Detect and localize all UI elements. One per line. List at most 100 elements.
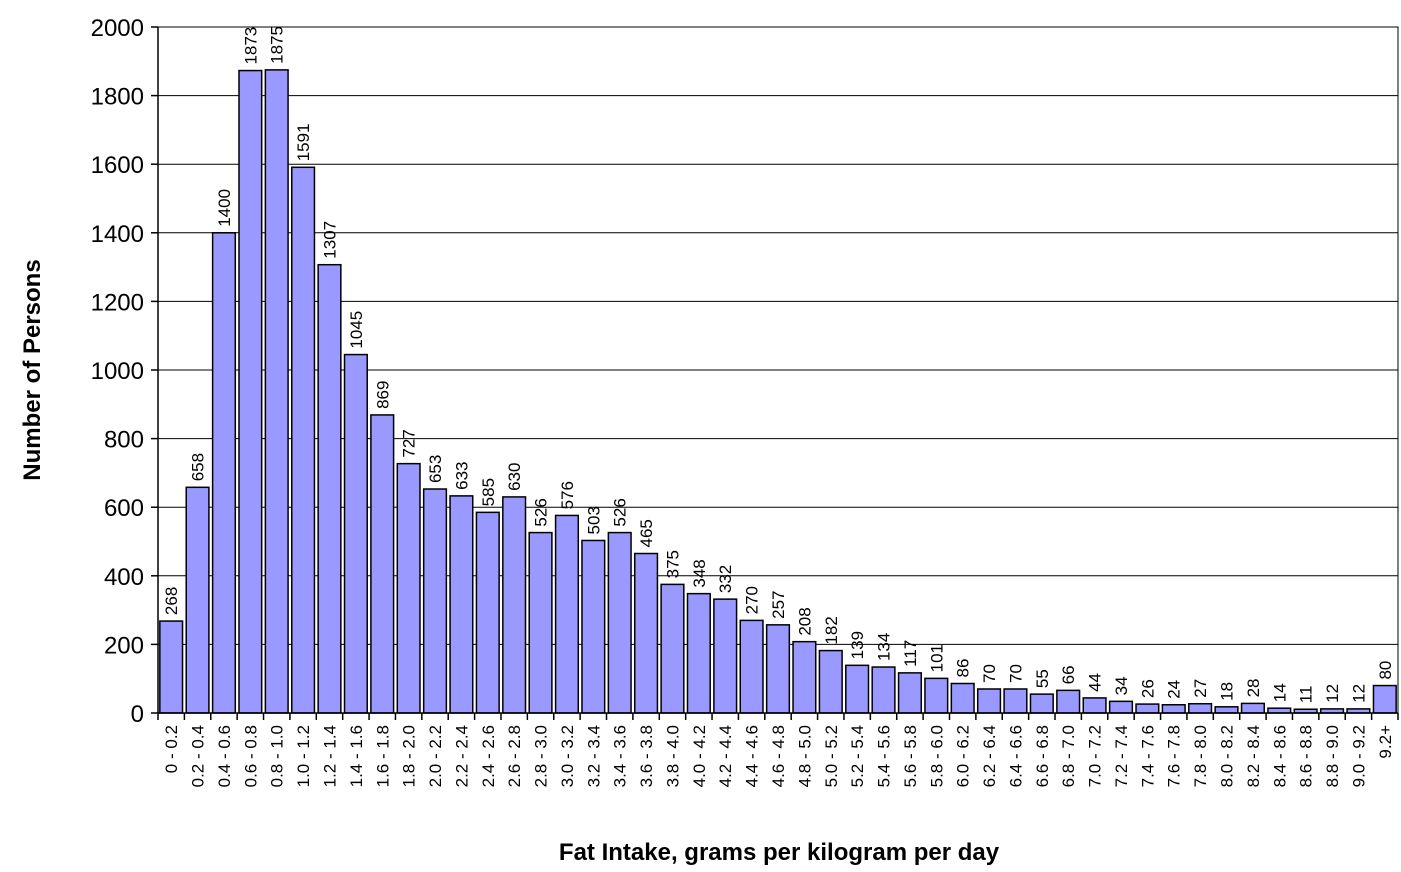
x-tick-label: 5.2 - 5.4: [848, 725, 867, 787]
data-label: 28: [1244, 678, 1263, 697]
y-tick-label: 1800: [91, 84, 144, 111]
x-tick-label: 0.6 - 0.8: [241, 725, 260, 787]
bar: [633, 552, 659, 714]
y-tick-label: 200: [104, 632, 144, 659]
x-tick-label: 8.8 - 9.0: [1323, 725, 1342, 787]
x-tick-label: 4.6 - 4.8: [769, 725, 788, 787]
data-label: 630: [505, 463, 524, 491]
bar: [607, 531, 632, 714]
x-tick-label: 1.6 - 1.8: [373, 725, 392, 787]
x-axis-title: Fat Intake, grams per kilogram per day: [559, 839, 1000, 866]
data-label: 348: [690, 559, 709, 587]
data-label: 70: [980, 664, 999, 683]
bar: [976, 688, 1002, 714]
bar: [739, 619, 764, 714]
data-label: 375: [663, 550, 682, 578]
data-label: 526: [611, 498, 630, 526]
x-tick-label: 2.0 - 2.2: [426, 725, 445, 787]
bar: [1135, 703, 1160, 714]
data-label: 268: [162, 587, 181, 615]
y-tick-label: 1600: [91, 152, 144, 179]
x-tick-label: 8.4 - 8.6: [1270, 725, 1289, 787]
x-tick-label: 2.4 - 2.6: [479, 725, 498, 787]
bar: [1029, 693, 1054, 714]
bar: [1003, 688, 1028, 714]
x-tick-label: 9.0 - 9.2: [1349, 725, 1368, 787]
x-axis-ticks: 0 - 0.2 0.2 - 0.4 0.4 - 0.6 0.6 - 0.8 0.8 - …: [157, 713, 1399, 787]
x-tick-label: 6.2 - 6.4: [980, 725, 999, 787]
x-tick-label: 5.0 - 5.2: [822, 725, 841, 787]
bar: [422, 488, 448, 714]
bar: [1082, 697, 1107, 714]
x-tick-label: 0.8 - 1.0: [268, 725, 287, 787]
bar: [317, 263, 342, 714]
bar: [238, 69, 263, 714]
data-label: 66: [1059, 665, 1078, 684]
bar: [528, 531, 553, 714]
bar: [924, 677, 949, 714]
x-tick-label: 4.4 - 4.6: [743, 725, 762, 787]
y-tick-label: 1400: [91, 221, 144, 248]
data-label: 257: [769, 590, 788, 618]
x-tick-label: 6.6 - 6.8: [1033, 725, 1052, 787]
bar: [343, 353, 368, 714]
data-label: 70: [1006, 664, 1025, 683]
bar: [1214, 706, 1239, 714]
data-label: 24: [1165, 680, 1184, 699]
data-label: 526: [532, 498, 551, 526]
data-label: 332: [716, 565, 735, 593]
bar: [845, 664, 870, 714]
data-label: 101: [927, 644, 946, 672]
data-label: 653: [426, 455, 445, 483]
bar: [554, 514, 580, 714]
y-tick-label: 1200: [91, 289, 144, 316]
x-tick-label: 1.4 - 1.6: [347, 725, 366, 787]
bar: [1108, 700, 1134, 714]
data-label: 34: [1112, 676, 1131, 695]
bar: [1240, 702, 1265, 714]
x-tick-label: 7.0 - 7.2: [1086, 725, 1105, 787]
data-label: 18: [1218, 682, 1237, 701]
data-label: 80: [1376, 661, 1395, 680]
x-tick-label: 6.0 - 6.2: [954, 725, 973, 787]
x-tick-label: 6.8 - 7.0: [1059, 725, 1078, 787]
x-tick-label: 4.2 - 4.4: [716, 725, 735, 787]
y-tick-label: 400: [104, 564, 144, 591]
x-tick-label: 5.8 - 6.0: [927, 725, 946, 787]
bar: [264, 69, 289, 714]
data-label: 727: [400, 429, 419, 457]
data-label: 1873: [241, 27, 260, 65]
bar: [1056, 689, 1081, 714]
bar: [686, 592, 711, 714]
data-label: 134: [875, 633, 894, 661]
x-tick-label: 8.0 - 8.2: [1218, 725, 1237, 787]
x-tick-label: 4.8 - 5.0: [795, 725, 814, 787]
data-label: 139: [848, 631, 867, 659]
y-tick-label: 1000: [91, 358, 144, 385]
x-tick-label: 3.2 - 3.4: [584, 725, 603, 787]
data-label: 208: [795, 607, 814, 635]
bar: [370, 414, 395, 714]
bar: [660, 583, 685, 714]
data-label: 117: [901, 640, 920, 667]
x-tick-label: 7.2 - 7.4: [1112, 725, 1131, 787]
x-tick-label: 3.8 - 4.0: [663, 725, 682, 787]
data-label: 1045: [347, 311, 366, 349]
bar: [765, 624, 791, 714]
data-label: 576: [558, 481, 577, 509]
data-label: 12: [1323, 684, 1342, 703]
bar: [713, 598, 738, 714]
y-tick-label: 800: [104, 427, 144, 454]
x-tick-label: 3.0 - 3.2: [558, 725, 577, 787]
bar: [396, 462, 421, 714]
x-tick-label: 4.0 - 4.2: [690, 725, 709, 787]
x-tick-label: 2.2 - 2.4: [452, 725, 471, 787]
data-label: 658: [189, 453, 208, 481]
data-label: 465: [637, 519, 656, 547]
data-label: 1591: [294, 123, 313, 161]
x-tick-label: 8.2 - 8.4: [1244, 725, 1263, 787]
x-tick-label: 1.2 - 1.4: [320, 725, 339, 787]
bar: [449, 495, 474, 714]
bar: [792, 640, 817, 714]
